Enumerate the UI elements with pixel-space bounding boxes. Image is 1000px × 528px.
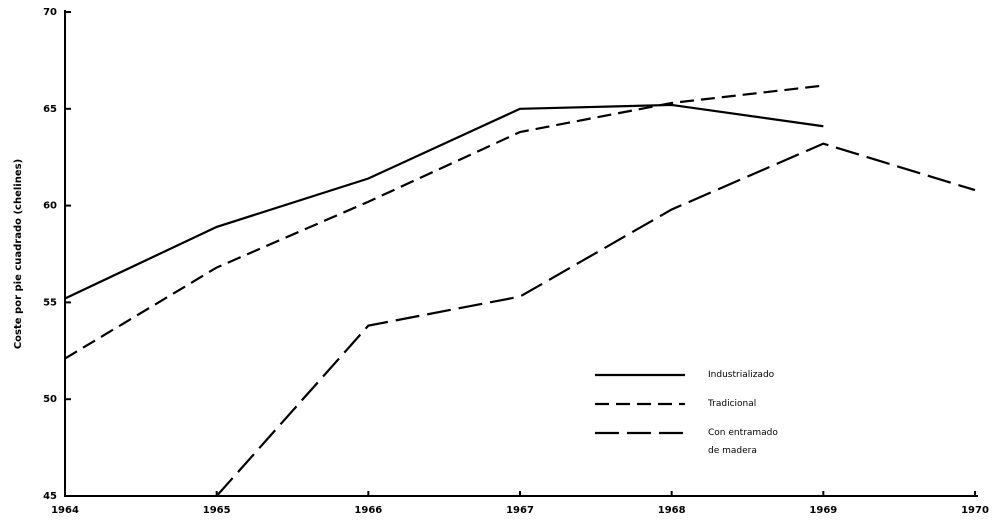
- series-line: [215, 142, 976, 497]
- y-tick-label: 55: [43, 297, 57, 308]
- x-tick-label: 1969: [809, 505, 837, 516]
- y-axis-label: Coste por pie cuadrado (chelines): [13, 159, 24, 349]
- x-tick-label: 1970: [961, 505, 989, 516]
- y-tick-label: 60: [43, 201, 57, 212]
- x-tick-label: 1967: [506, 505, 534, 516]
- x-tick-label: 1965: [203, 505, 231, 516]
- y-tick-label: 70: [43, 7, 57, 18]
- x-tick-label: 1966: [354, 505, 382, 516]
- x-tick-label: 1964: [51, 505, 79, 516]
- y-tick-label: 50: [43, 394, 57, 405]
- series-line: [64, 103, 824, 300]
- legend-label: Tradicional: [708, 399, 757, 409]
- y-tick-label: 65: [43, 104, 57, 115]
- y-tick-label: 45: [43, 491, 57, 502]
- legend-label: Con entramado de madera: [708, 428, 778, 456]
- series-line: [64, 84, 824, 360]
- legend-label: Industrializado: [708, 370, 775, 380]
- x-tick-label: 1968: [658, 505, 686, 516]
